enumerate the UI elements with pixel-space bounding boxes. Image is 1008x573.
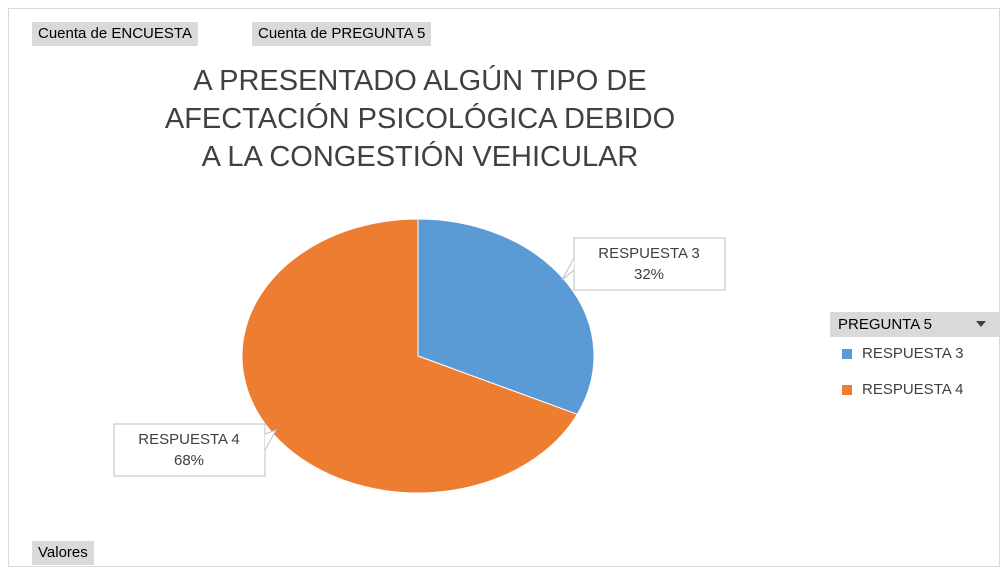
- legend-label: RESPUESTA 4: [862, 381, 963, 398]
- data-label-value: 68%: [174, 452, 204, 469]
- field-button[interactable]: Valores: [32, 541, 94, 565]
- pie-slice: [241, 218, 578, 494]
- pie-slice: [417, 218, 595, 415]
- data-label-value: 32%: [634, 266, 664, 283]
- data-label-box: [113, 423, 266, 477]
- dropdown-arrow[interactable]: [976, 321, 986, 327]
- legend-swatch: [842, 349, 852, 359]
- chart-title: A PRESENTADO ALGÚN TIPO DE AFECTACIÓN PS…: [164, 65, 676, 173]
- label-callout: [561, 257, 575, 281]
- data-label-box: [573, 237, 726, 291]
- field-button[interactable]: Cuenta de PREGUNTA 5: [252, 22, 432, 46]
- data-label-category: RESPUESTA 3: [598, 245, 699, 262]
- legend-title-button[interactable]: [830, 312, 1000, 337]
- legend-title: PREGUNTA 5: [838, 316, 932, 333]
- legend-label: RESPUESTA 3: [862, 345, 963, 362]
- legend-swatch: [842, 385, 852, 395]
- field-button[interactable]: Cuenta de ENCUESTA: [32, 22, 198, 46]
- label-callout: [264, 429, 278, 451]
- data-label-category: RESPUESTA 4: [138, 431, 239, 448]
- chart-frame: [8, 8, 1000, 567]
